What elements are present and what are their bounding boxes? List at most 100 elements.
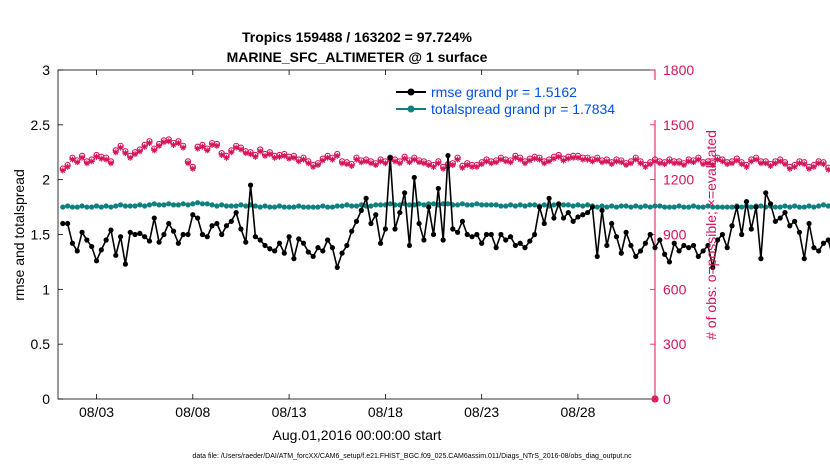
obs-evaluated-marker	[160, 139, 167, 146]
series-totalspread-point	[430, 201, 437, 207]
series-rmse-point	[777, 215, 783, 221]
series-rmse-point	[580, 212, 586, 218]
series-rmse-point	[325, 237, 331, 243]
series-totalspread-point	[281, 204, 287, 210]
series-rmse-point	[628, 242, 634, 249]
obs-evaluated-marker	[290, 154, 297, 161]
series-totalspread-point	[219, 202, 225, 208]
obs-evaluated-marker	[425, 162, 432, 169]
obs-evaluated-marker	[608, 161, 615, 168]
series-rmse-point	[402, 190, 408, 196]
obs-evaluated-marker	[213, 142, 220, 149]
series-rmse-point	[262, 242, 268, 249]
obs-evaluated-marker	[107, 160, 114, 167]
obs-evaluated-marker	[372, 162, 379, 169]
y-left-tick-label: 0.5	[31, 336, 51, 352]
series-rmse-point	[599, 207, 605, 213]
legend-spread-marker	[407, 105, 415, 113]
obs-evaluated-marker	[449, 162, 456, 169]
series-rmse-point	[647, 231, 653, 238]
series-rmse-point	[98, 247, 104, 253]
obs-evaluated-marker	[266, 151, 273, 158]
series-rmse-point	[657, 237, 663, 243]
series-totalspread-point	[652, 203, 658, 209]
series-rmse-point	[546, 195, 552, 201]
obs-evaluated-marker	[237, 146, 244, 153]
obs-evaluated-marker	[762, 160, 769, 167]
obs-evaluated-marker	[517, 156, 524, 163]
series-totalspread-point	[676, 203, 682, 209]
obs-evaluated-marker	[690, 159, 697, 166]
obs-evaluated-marker	[310, 163, 317, 170]
series-rmse-point	[474, 231, 480, 238]
series-rmse-point	[305, 249, 311, 255]
series-rmse-point	[782, 209, 788, 216]
series-totalspread-point	[373, 202, 379, 208]
obs-evaluated-marker	[127, 154, 134, 161]
obs-evaluated-marker	[507, 159, 514, 166]
series-totalspread-point	[103, 203, 109, 209]
series-totalspread-point	[142, 203, 148, 209]
obs-evaluated-marker	[194, 145, 201, 152]
series-rmse-point	[503, 237, 509, 243]
obs-evaluated-marker	[719, 158, 726, 165]
series-totalspread-point	[98, 204, 104, 210]
series-totalspread-point	[190, 201, 196, 207]
obs-evaluated-marker	[546, 158, 553, 165]
series-rmse-point	[517, 240, 523, 246]
series-totalspread-point	[710, 204, 716, 210]
series-rmse-point	[272, 248, 278, 254]
obs-evaluated-marker	[584, 156, 591, 163]
obs-evaluated-marker	[680, 162, 687, 169]
series-rmse-point	[493, 245, 499, 251]
obs-evaluated-marker	[276, 153, 283, 160]
obs-evaluated-marker	[112, 149, 119, 156]
series-totalspread-point	[272, 204, 278, 210]
series-rmse-point	[609, 220, 615, 227]
series-rmse-point	[671, 240, 677, 246]
series-totalspread-point	[580, 203, 586, 209]
obs-evaluated-marker	[733, 157, 740, 164]
series-totalspread-point	[113, 203, 119, 209]
series-rmse-point	[421, 237, 427, 243]
obs-evaluated-marker	[136, 148, 143, 155]
y-right-tick-label: 900	[663, 227, 687, 243]
obs-evaluated-marker	[473, 163, 480, 170]
series-rmse-point	[556, 201, 562, 207]
obs-evaluated-marker	[522, 160, 529, 167]
series-totalspread-point	[122, 203, 129, 209]
series-rmse-point	[252, 234, 258, 240]
obs-evaluated-marker	[570, 154, 577, 161]
obs-evaluated-marker	[132, 151, 139, 158]
series-totalspread-point	[633, 203, 639, 209]
series-rmse-point	[65, 220, 71, 227]
obs-evaluated-marker	[175, 140, 182, 147]
obs-evaluated-marker	[810, 163, 817, 170]
series-totalspread-point	[146, 202, 153, 208]
series-rmse-point	[801, 256, 807, 262]
series-rmse-point	[719, 231, 726, 238]
series-totalspread-point	[276, 203, 283, 209]
series-rmse-point	[426, 204, 432, 210]
series-rmse-point	[565, 209, 571, 216]
series-rmse-point	[117, 234, 124, 240]
series-totalspread-point	[108, 204, 114, 210]
series-rmse-point	[310, 253, 316, 260]
y-left-tick-label: 2.5	[31, 117, 51, 133]
series-rmse-point	[575, 214, 581, 220]
series-rmse-point	[219, 231, 225, 238]
series-totalspread-point	[464, 202, 470, 208]
obs-evaluated-marker	[103, 156, 110, 163]
series-totalspread-point	[503, 203, 509, 209]
series-rmse-point	[507, 234, 514, 240]
series-rmse-point	[686, 245, 692, 251]
series-totalspread-point	[117, 202, 124, 208]
y-axis-left-label: rmse and totalspread	[11, 169, 27, 301]
series-totalspread-point	[532, 202, 538, 208]
series-totalspread-point	[325, 204, 331, 210]
series-totalspread-point	[166, 201, 172, 207]
series-totalspread-point	[681, 204, 687, 210]
obs-evaluated-marker	[478, 161, 485, 168]
obs-evaluated-marker	[772, 160, 779, 167]
